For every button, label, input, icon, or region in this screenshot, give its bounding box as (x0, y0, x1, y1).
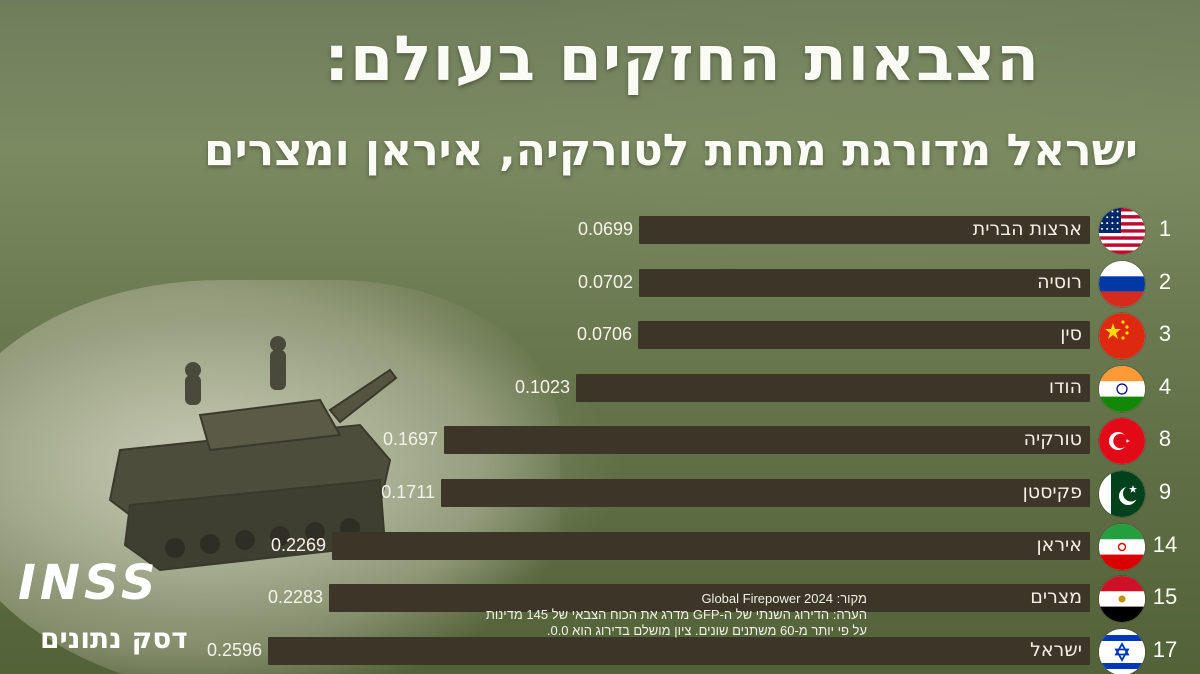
value-label: 0.1697 (382, 429, 438, 449)
value-label: 0.2283 (267, 587, 323, 607)
rank-label: 14 (1152, 532, 1178, 557)
rank-label: 2 (1158, 269, 1172, 294)
us-flag-icon (1099, 208, 1145, 254)
source-note: מקור: Global Firepower 2024 הערה: הדירוג… (486, 591, 867, 639)
rank-label: 15 (1152, 584, 1178, 609)
note-line-2: על פי יותר מ-60 משתנים שונים. ציון מושלם… (546, 623, 867, 638)
iran-flag-icon (1099, 524, 1145, 570)
turkey-flag-icon (1099, 418, 1145, 464)
value-label: 0.2596 (206, 640, 262, 660)
bar: הודו (576, 374, 1090, 402)
bar: איראן (332, 532, 1090, 560)
rank-label: 1 (1158, 216, 1172, 241)
data-desk-label: דסק נתונים (40, 622, 188, 655)
bar-row: איראן 0.2269 14 (0, 524, 1200, 570)
israel-flag-icon (1099, 629, 1145, 674)
value-label: 0.2269 (270, 535, 326, 555)
value-label: 0.0699 (577, 219, 633, 239)
value-label: 0.0702 (577, 272, 633, 292)
country-label: איראן (1036, 534, 1082, 556)
rank-label: 8 (1158, 426, 1172, 451)
bar: ישראל (268, 637, 1090, 665)
bar: פקיסטן (441, 479, 1090, 507)
country-label: פקיסטן (1022, 481, 1082, 503)
bar-row: פקיסטן 0.1711 9 (0, 471, 1200, 517)
rank-label: 17 (1152, 637, 1178, 662)
bar: ארצות הברית (639, 216, 1090, 244)
rank-label: 3 (1158, 321, 1172, 346)
country-label: רוסיה (1037, 271, 1082, 293)
bar-row: ארצות הברית 0.0699 1 (0, 208, 1200, 254)
bar-row: סין 0.0706 3 (0, 313, 1200, 359)
country-label: טורקיה (1023, 428, 1082, 450)
rank-label: 9 (1158, 479, 1172, 504)
china-flag-icon (1099, 313, 1145, 359)
russia-flag-icon (1099, 261, 1145, 307)
bar-row: מצרים 0.2283 15 (0, 576, 1200, 622)
value-label: 0.1023 (514, 377, 570, 397)
bar: סין (638, 321, 1090, 349)
note-line: הערה: הדירוג השנתי של ה-GFP מדרג את הכוח… (485, 607, 867, 622)
bar: מצרים (329, 584, 1090, 612)
value-label: 0.0706 (576, 324, 632, 344)
country-label: ארצות הברית (972, 218, 1082, 240)
bar: רוסיה (639, 269, 1090, 297)
bar-row: ישראל 0.2596 17 (0, 629, 1200, 674)
chart-subtitle: ישראל מדורגת מתחת לטורקיה, איראן ומצרים (203, 125, 1138, 176)
bar: טורקיה (444, 426, 1090, 454)
pakistan-flag-icon (1099, 471, 1145, 517)
country-label: ישראל (1030, 639, 1082, 661)
bar-row: טורקיה 0.1697 8 (0, 418, 1200, 464)
egypt-flag-icon (1099, 576, 1145, 622)
country-label: הודו (1048, 376, 1082, 398)
country-label: מצרים (1030, 586, 1082, 608)
chart-title: הצבאות החזקים בעולם: (324, 22, 1040, 95)
bar-row: הודו 0.1023 4 (0, 366, 1200, 412)
country-label: סין (1060, 323, 1082, 345)
value-label: 0.1711 (381, 482, 435, 502)
inss-logo: INSS (18, 555, 160, 611)
rank-label: 4 (1158, 374, 1172, 399)
india-flag-icon (1099, 366, 1145, 412)
source-line: מקור: Global Firepower 2024 (701, 591, 867, 606)
bar-row: רוסיה 0.0702 2 (0, 261, 1200, 307)
